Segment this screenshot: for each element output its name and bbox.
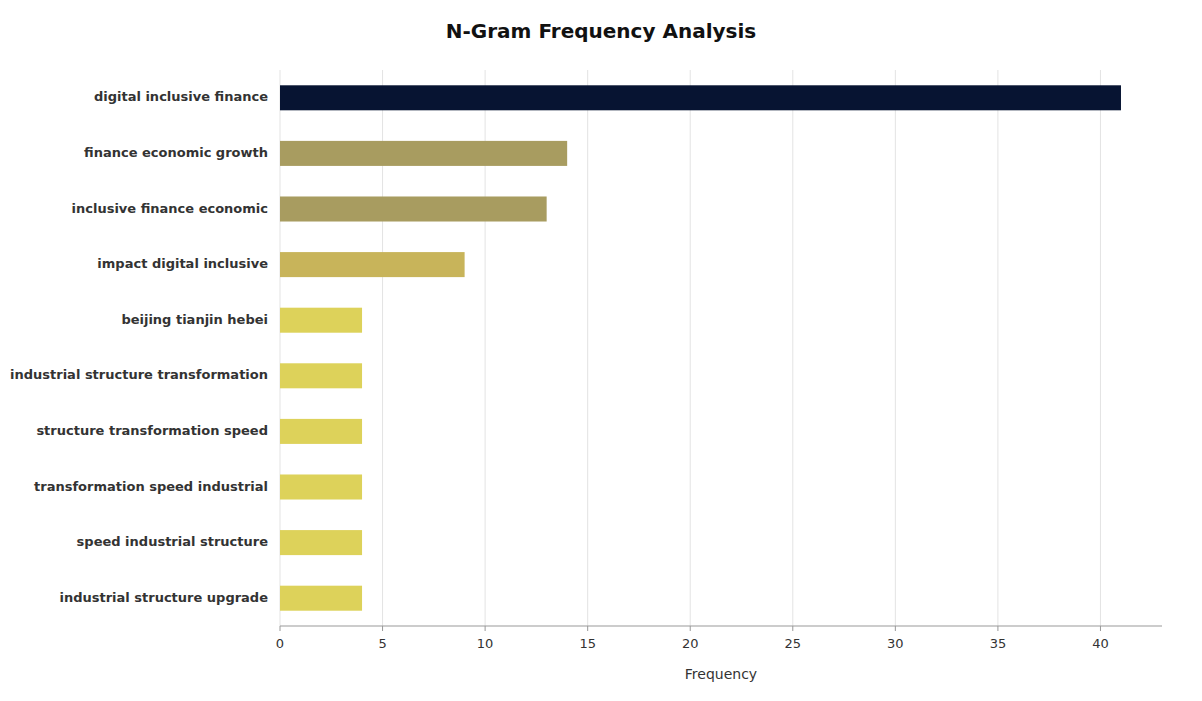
x-axis-line — [280, 626, 1162, 627]
x-tick-label: 25 — [785, 636, 802, 651]
x-tick-label: 5 — [378, 636, 386, 651]
bar — [280, 252, 465, 277]
y-tick-label: structure transformation speed — [36, 423, 268, 438]
x-tick-label: 10 — [477, 636, 494, 651]
grid-line — [895, 70, 896, 626]
y-tick-label: transformation speed industrial — [34, 479, 268, 494]
chart-svg: 0 5 10 15 20 25 30 35 40 industrial structure upg… — [0, 0, 1202, 701]
bar — [280, 196, 547, 221]
x-tick — [587, 626, 588, 631]
bar — [280, 419, 362, 444]
grid — [280, 70, 1100, 626]
x-tick — [1100, 626, 1101, 631]
y-tick-label: industrial structure upgrade — [59, 590, 268, 605]
bar — [280, 308, 362, 333]
y-tick-label: inclusive finance economic — [72, 201, 268, 216]
x-tick — [280, 626, 281, 631]
bars — [280, 85, 1121, 610]
y-tick-label: beijing tianjin hebei — [121, 312, 268, 327]
y-tick-label: finance economic growth — [84, 145, 268, 160]
grid-line — [690, 70, 691, 626]
grid-line — [997, 70, 998, 626]
y-tick-label: digital inclusive finance — [94, 89, 268, 104]
x-tick — [485, 626, 486, 631]
y-labels: industrial structure upgrade speed indust… — [10, 89, 268, 604]
y-tick-label: speed industrial structure — [77, 534, 269, 549]
page: {"chart_data": {"type": "bar", "orientat… — [0, 0, 1202, 701]
x-tick-label: 15 — [579, 636, 596, 651]
grid-line — [587, 70, 588, 626]
x-axis-label: Frequency — [685, 666, 757, 682]
x-tick — [997, 626, 998, 631]
x-tick-label: 35 — [990, 636, 1007, 651]
bar — [280, 530, 362, 555]
x-tick — [382, 626, 383, 631]
bar — [280, 363, 362, 388]
x-tick-label: 0 — [276, 636, 284, 651]
x-tick — [792, 626, 793, 631]
chart-container: 0 5 10 15 20 25 30 35 40 industrial structure upg… — [0, 0, 1202, 701]
grid-line — [792, 70, 793, 626]
title: N-Gram Frequency Analysis — [446, 19, 756, 43]
y-tick-label: industrial structure transformation — [10, 367, 268, 382]
bar — [280, 474, 362, 499]
x-ticks: 0 5 10 15 20 25 30 35 40 — [276, 626, 1109, 651]
bar — [280, 141, 567, 166]
bar — [280, 85, 1121, 110]
x-tick-label: 40 — [1092, 636, 1109, 651]
x-tick-label: 20 — [682, 636, 699, 651]
y-tick-label: impact digital inclusive — [97, 256, 268, 271]
x-tick — [690, 626, 691, 631]
x-tick — [895, 626, 896, 631]
x-tick-label: 30 — [887, 636, 904, 651]
grid-line — [1100, 70, 1101, 626]
bar — [280, 586, 362, 611]
